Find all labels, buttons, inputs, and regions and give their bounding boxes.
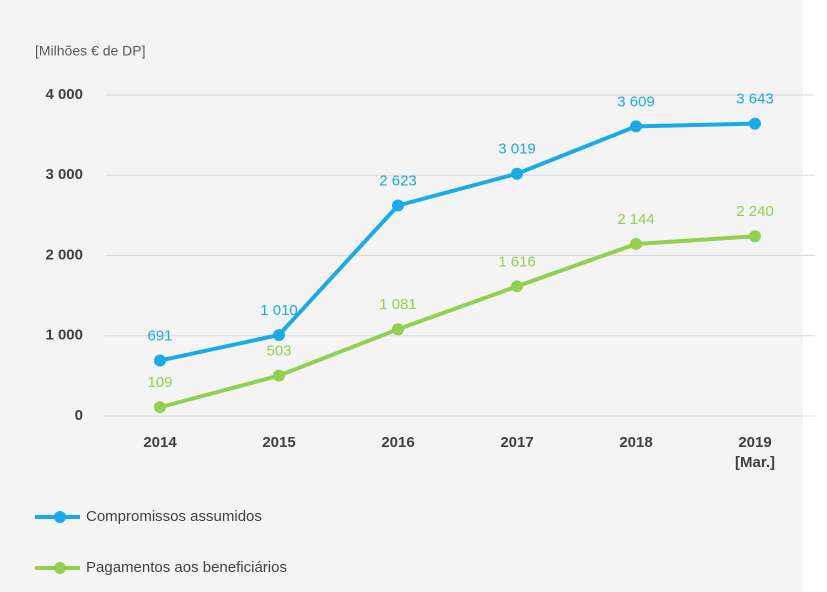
data-label: 503 xyxy=(266,343,291,360)
series-line xyxy=(159,234,756,410)
y-tick-label: 3 000 xyxy=(45,166,83,183)
data-label: 3 609 xyxy=(617,93,655,110)
x-tick-label: 2018 xyxy=(619,434,653,451)
x-tick-label: 2014 xyxy=(143,434,177,451)
data-label: 2 240 xyxy=(736,203,774,220)
legend-marker xyxy=(54,562,66,574)
data-point xyxy=(154,401,166,414)
legend-label: Pagamentos aos beneficiários xyxy=(86,559,287,576)
legend-marker xyxy=(54,511,66,523)
data-label: 691 xyxy=(147,328,172,345)
series-line xyxy=(159,121,756,363)
y-tick-label: 2 000 xyxy=(45,246,83,263)
background xyxy=(0,0,803,592)
data-point xyxy=(630,237,642,250)
data-label: 1 081 xyxy=(379,296,417,313)
data-point xyxy=(273,369,285,382)
legend-label: Compromissos assumidos xyxy=(86,508,262,525)
data-point xyxy=(392,323,404,336)
data-point xyxy=(749,117,761,130)
y-tick-label: 1 000 xyxy=(45,327,83,344)
data-point xyxy=(749,230,761,243)
data-point xyxy=(392,199,404,212)
data-label: 1 010 xyxy=(260,302,298,319)
x-tick-label: 2016 xyxy=(381,434,415,451)
data-point xyxy=(630,120,642,133)
y-tick-label: 0 xyxy=(75,407,83,424)
data-label: 3 019 xyxy=(498,141,536,158)
y-tick-label: 4 000 xyxy=(45,86,83,103)
y-axis-title: [Milhões € de DP] xyxy=(35,43,146,59)
data-point xyxy=(511,280,523,293)
data-point xyxy=(511,167,523,180)
x-tick-label: 2015 xyxy=(262,434,296,451)
data-label: 109 xyxy=(147,374,172,391)
data-label: 1 616 xyxy=(498,253,536,270)
x-tick-label: 2017 xyxy=(500,434,534,451)
data-label: 2 144 xyxy=(617,211,655,228)
data-label: 2 623 xyxy=(379,172,417,189)
data-point xyxy=(273,328,285,341)
data-point xyxy=(154,354,166,367)
x-tick-label: 2019 [Mar.] xyxy=(734,434,775,471)
data-label: 3 643 xyxy=(736,91,774,108)
